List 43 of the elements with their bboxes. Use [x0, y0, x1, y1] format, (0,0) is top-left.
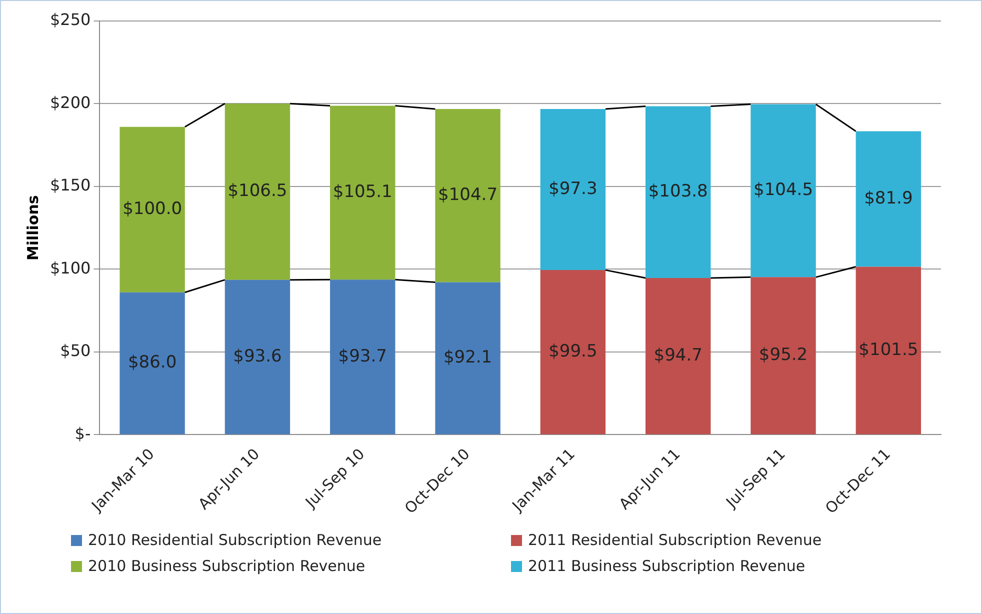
data-label: $99.5	[548, 342, 598, 362]
data-label: $95.2	[758, 345, 808, 366]
data-label: $101.5	[858, 340, 918, 360]
bar	[856, 131, 922, 267]
bar	[224, 104, 290, 280]
data-label: $93.7	[338, 346, 387, 366]
bar	[856, 266, 922, 434]
data-label: $81.9	[864, 188, 913, 208]
data-label: $106.5	[228, 181, 288, 202]
data-label: $100.0	[122, 199, 182, 220]
y-tick-label: $100	[50, 258, 91, 278]
legend-label: 2010 Business Subscription Revenue	[88, 557, 366, 575]
bar	[330, 106, 396, 280]
legend-label: 2010 Residential Subscription Revenue	[88, 531, 382, 549]
data-label: $86.0	[128, 352, 177, 373]
data-label: $103.8	[648, 182, 708, 202]
data-label: $97.3	[548, 178, 598, 199]
bar	[540, 109, 606, 270]
y-tick-label: $200	[50, 92, 91, 112]
data-label: $92.1	[443, 348, 492, 368]
bar	[750, 104, 816, 278]
bar	[435, 282, 500, 434]
legend-label: 2011 Residential Subscription Revenue	[528, 531, 822, 549]
bar	[750, 277, 816, 434]
bar	[540, 270, 606, 434]
y-tick-label: $250	[50, 10, 91, 30]
bar	[646, 278, 711, 434]
data-label: $94.7	[654, 346, 702, 366]
bar	[435, 109, 500, 282]
y-tick-label: $150	[50, 176, 91, 195]
bar	[646, 106, 711, 278]
bar	[120, 126, 185, 292]
y-tick-label: $50	[60, 341, 91, 360]
bar	[330, 280, 396, 434]
data-label: $93.6	[233, 346, 282, 366]
data-label: $104.7	[438, 185, 498, 206]
data-label: $104.5	[754, 180, 813, 200]
legend-label: 2011 Business Subscription Revenue	[528, 557, 806, 575]
bar	[224, 280, 290, 434]
y-tick-label: $-	[74, 424, 91, 443]
data-label: $105.1	[332, 182, 392, 202]
y-axis-title: Millions	[24, 195, 42, 261]
bar	[120, 292, 185, 434]
